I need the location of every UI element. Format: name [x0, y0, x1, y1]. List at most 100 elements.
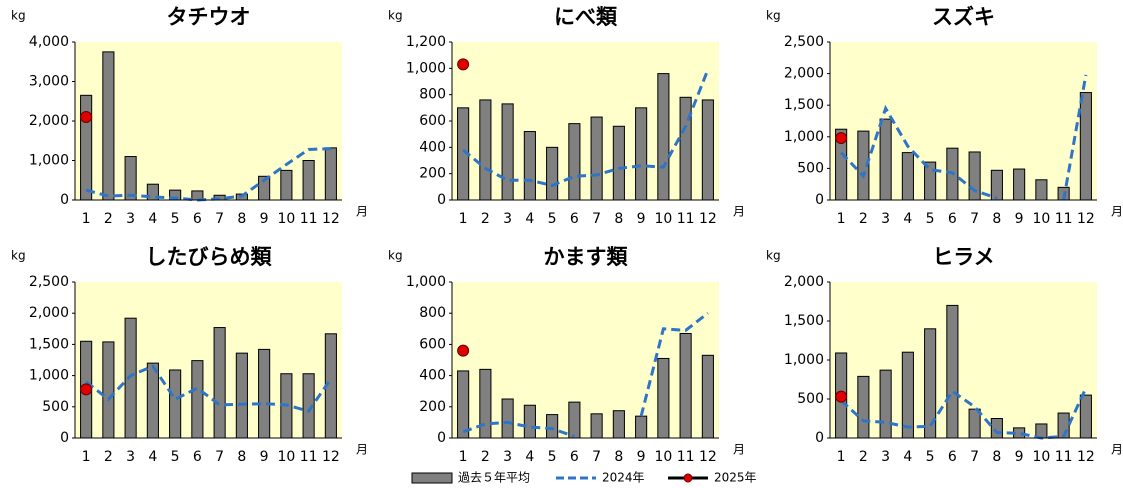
x-tick-label: 7: [970, 211, 979, 227]
x-tick-label: 2: [859, 449, 868, 465]
bar: [479, 99, 492, 201]
plot-area: [452, 42, 719, 200]
y-tick-label: 0: [437, 192, 446, 208]
x-tick-label: 2: [481, 211, 490, 227]
x-tick-label: 2: [104, 211, 113, 227]
x-tick-label: 12: [322, 211, 340, 227]
y-tick-label: 1,500: [29, 336, 69, 352]
y-tick-label: 2,000: [784, 66, 824, 82]
x-tick-label: 4: [525, 211, 534, 227]
y-axis-label: kg: [766, 249, 781, 263]
legend-label: 2024年: [602, 471, 645, 485]
x-tick-label: 9: [260, 449, 269, 465]
x-tick-label: 6: [948, 449, 957, 465]
x-tick-label: 6: [570, 211, 579, 227]
x-tick-label: 7: [215, 449, 224, 465]
bar: [523, 404, 536, 439]
x-tick-label: 3: [126, 449, 135, 465]
x-tick-label: 8: [614, 211, 623, 227]
y-axis-label: kg: [766, 9, 781, 23]
y-tick-label: 500: [42, 399, 69, 415]
y-tick-label: 1,000: [784, 129, 824, 145]
bar: [1035, 179, 1048, 201]
x-tick-label: 1: [459, 211, 468, 227]
x-tick-label: 7: [592, 449, 601, 465]
x-tick-label: 10: [277, 211, 295, 227]
bar: [479, 368, 492, 439]
x-tick-label: 4: [903, 211, 912, 227]
x-tick-label: 10: [654, 449, 672, 465]
x-tick-label: 11: [1055, 211, 1073, 227]
x-tick-label: 9: [1015, 211, 1024, 227]
bar: [302, 160, 315, 201]
x-tick-label: 7: [592, 211, 601, 227]
bar: [590, 413, 603, 439]
y-tick-label: 2,500: [784, 34, 824, 50]
x-tick-label: 8: [237, 211, 246, 227]
y-tick-label: 2,500: [29, 274, 69, 290]
x-tick-label: 5: [548, 211, 557, 227]
marker: [457, 344, 470, 357]
x-tick-label: 2: [859, 211, 868, 227]
y-tick-label: 400: [419, 139, 446, 155]
x-tick-label: 5: [926, 449, 935, 465]
bar: [457, 370, 470, 439]
bar: [635, 415, 648, 439]
bar: [612, 410, 625, 439]
y-tick-label: 1,000: [29, 153, 69, 169]
bar: [612, 125, 625, 201]
y-axis-label: kg: [388, 249, 403, 263]
bar: [946, 304, 959, 439]
bar: [990, 418, 1003, 439]
y-tick-label: 4,000: [29, 34, 69, 50]
bar: [701, 99, 714, 201]
plot-area: [830, 282, 1097, 438]
x-tick-label: 12: [699, 449, 717, 465]
y-tick-label: 500: [797, 391, 824, 407]
line: [462, 312, 709, 438]
x-tick-label: 9: [1015, 449, 1024, 465]
line: [840, 74, 1088, 201]
bar: [102, 341, 115, 439]
x-tick-label: 11: [300, 211, 318, 227]
bar: [568, 401, 581, 439]
x-tick-label: 10: [1032, 449, 1050, 465]
x-tick-label: 12: [1077, 211, 1095, 227]
y-tick-label: 0: [437, 430, 446, 446]
y-axis-label: kg: [388, 9, 403, 23]
bar: [146, 362, 159, 439]
x-tick-label: 11: [1055, 449, 1073, 465]
x-tick-label: 10: [654, 211, 672, 227]
x-tick-label: 1: [837, 449, 846, 465]
bar: [857, 375, 870, 439]
y-axis-label: kg: [11, 249, 26, 263]
x-axis-label: 月: [733, 205, 745, 219]
y-tick-label: 800: [419, 87, 446, 103]
bar: [213, 327, 226, 439]
x-tick-label: 2: [481, 449, 490, 465]
bar: [80, 94, 93, 201]
x-tick-label: 4: [148, 211, 157, 227]
bar: [879, 118, 892, 201]
x-axis-label: 月: [356, 443, 368, 457]
bar: [1079, 394, 1092, 439]
bar: [501, 103, 514, 201]
x-tick-label: 4: [525, 449, 534, 465]
plot-area: [830, 42, 1097, 200]
x-tick-label: 12: [699, 211, 717, 227]
chart-title: ヒラメ: [932, 245, 994, 269]
x-tick-label: 6: [193, 449, 202, 465]
y-tick-label: 600: [419, 336, 446, 352]
bar: [1079, 92, 1092, 201]
marker: [80, 383, 93, 396]
y-tick-label: 0: [815, 430, 824, 446]
chart-title: したびらめ類: [146, 245, 273, 269]
y-tick-label: 1,500: [784, 313, 824, 329]
x-axis-label: 月: [733, 443, 745, 457]
x-tick-label: 8: [992, 449, 1001, 465]
marker: [457, 58, 470, 71]
bar: [235, 352, 248, 439]
